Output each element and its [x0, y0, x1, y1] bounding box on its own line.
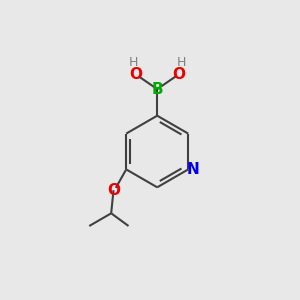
- Text: H: H: [128, 56, 138, 69]
- Text: O: O: [129, 67, 142, 82]
- Text: O: O: [107, 183, 120, 198]
- Text: B: B: [152, 82, 163, 97]
- Text: N: N: [187, 162, 200, 177]
- Text: H: H: [177, 56, 186, 69]
- Text: O: O: [173, 67, 186, 82]
